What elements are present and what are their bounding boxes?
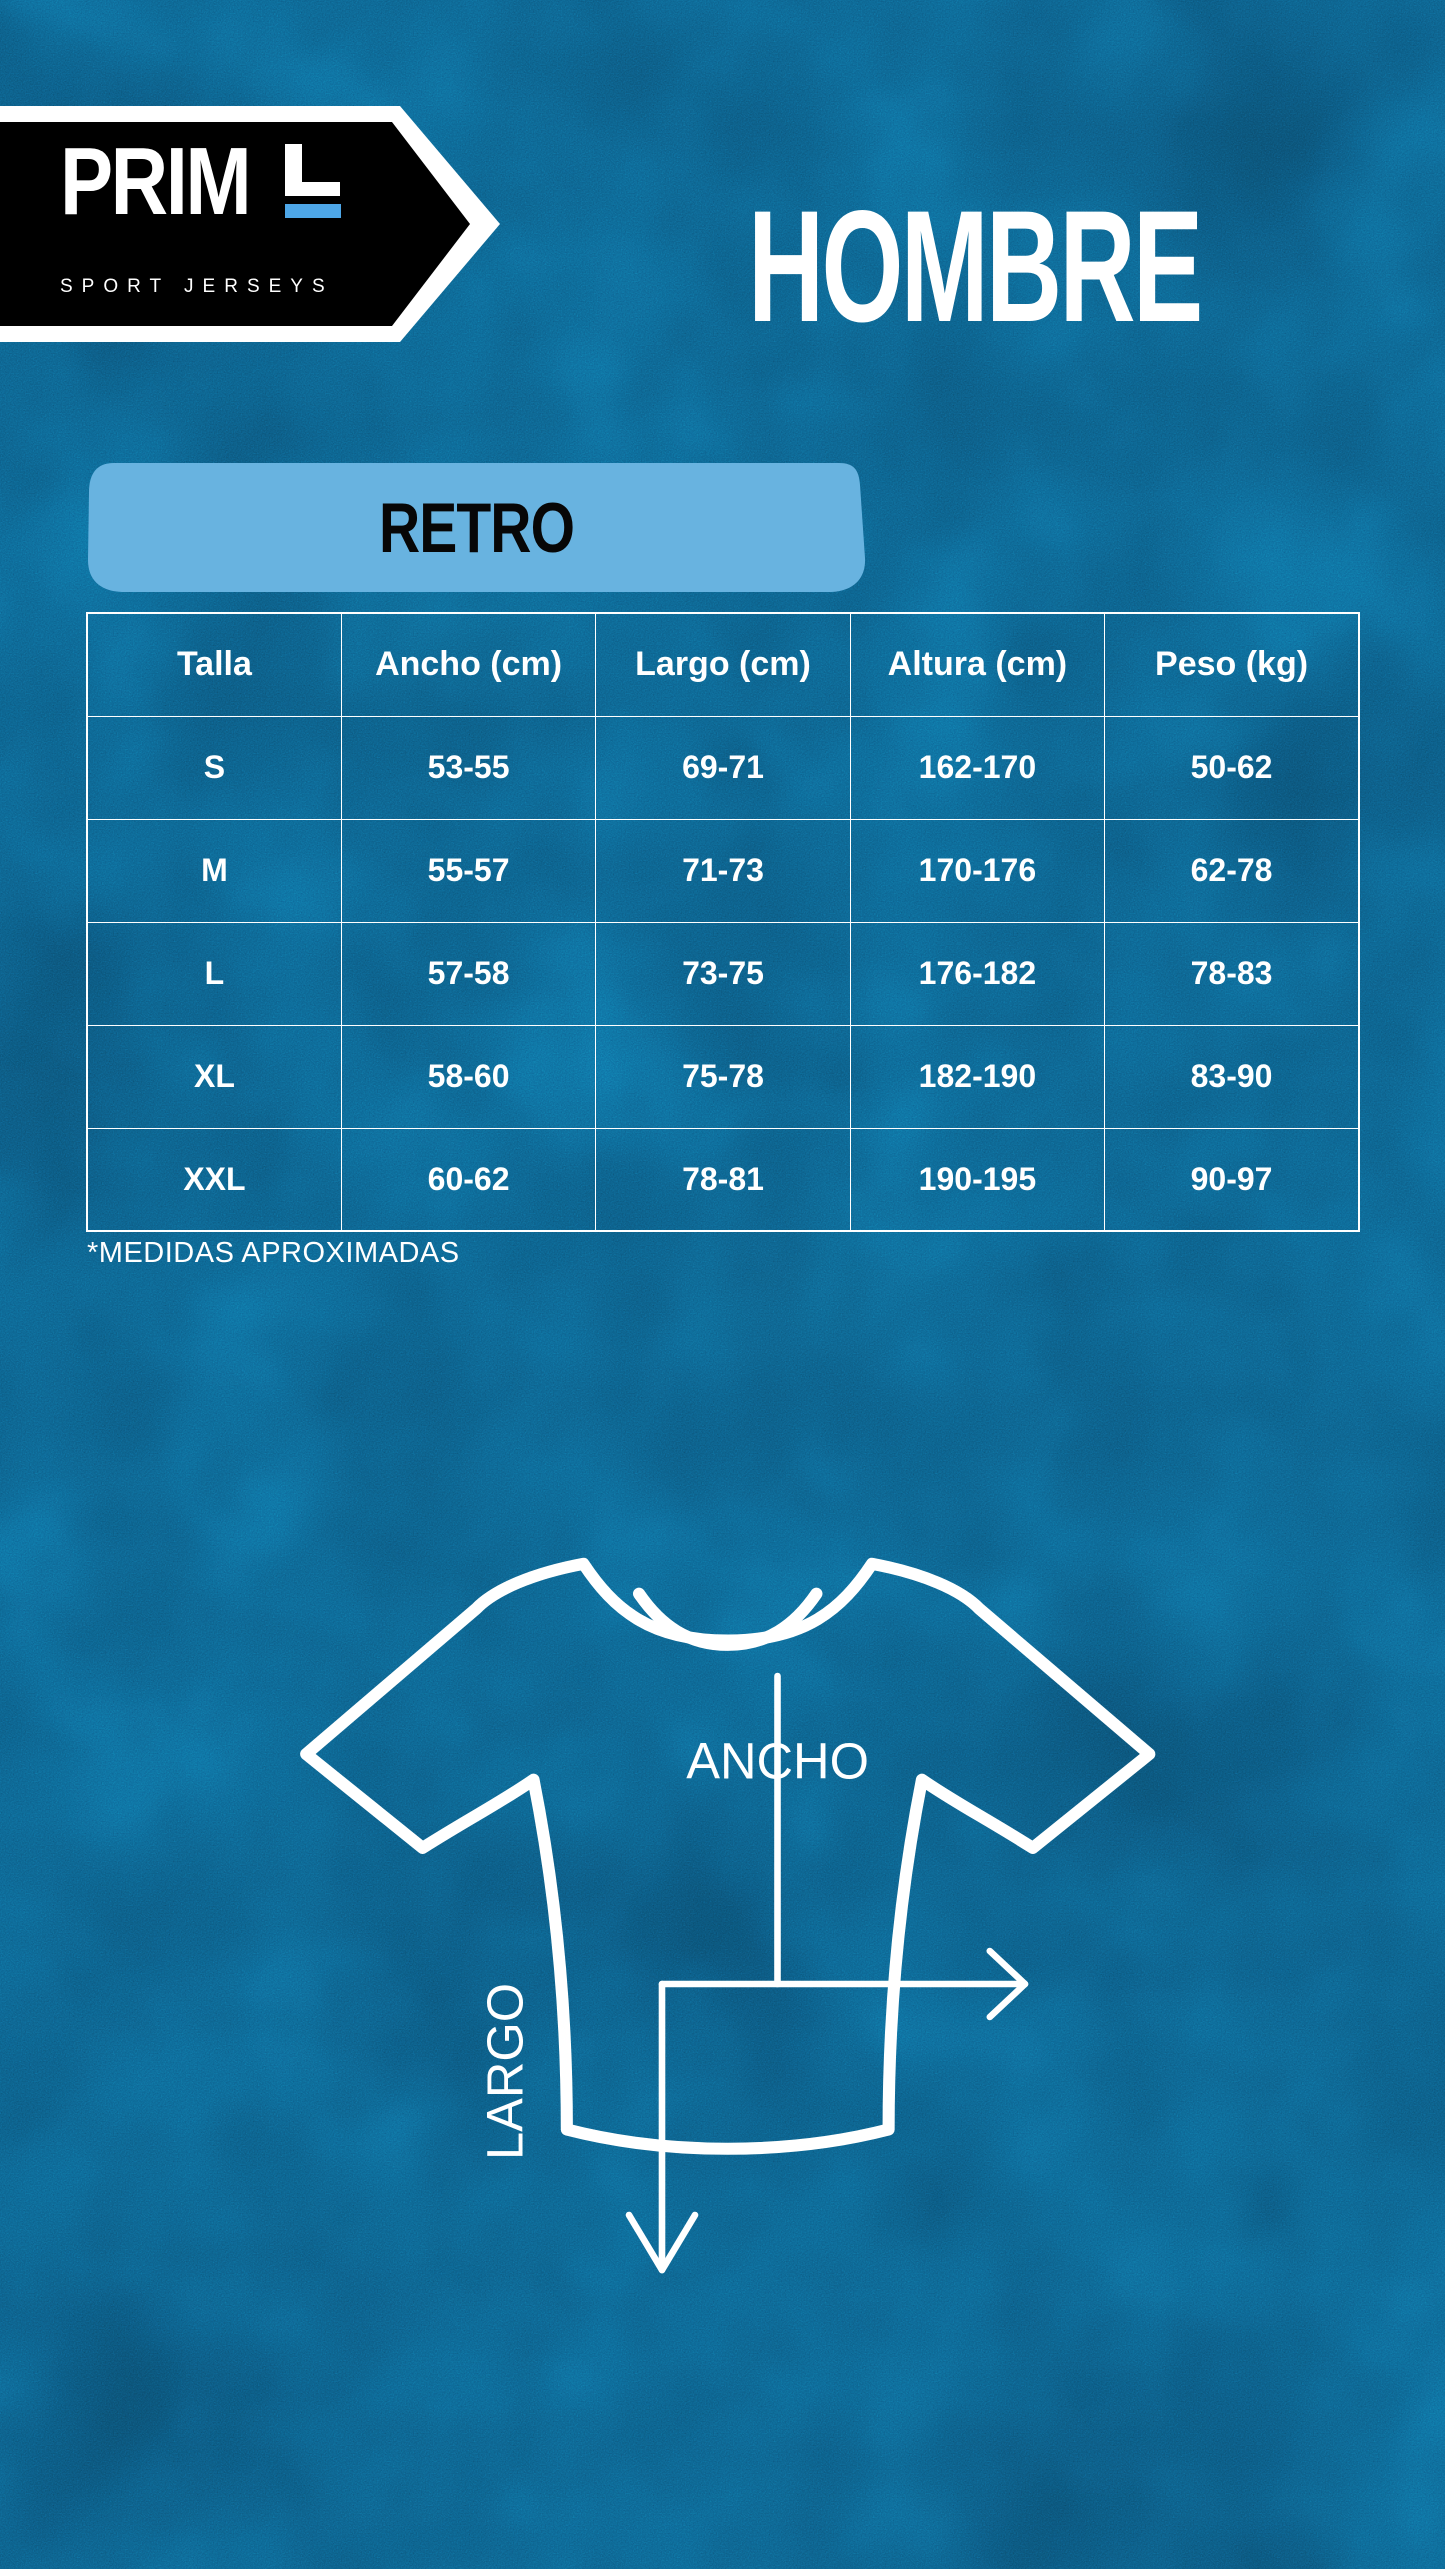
svg-text:PRIM: PRIM	[60, 136, 249, 235]
